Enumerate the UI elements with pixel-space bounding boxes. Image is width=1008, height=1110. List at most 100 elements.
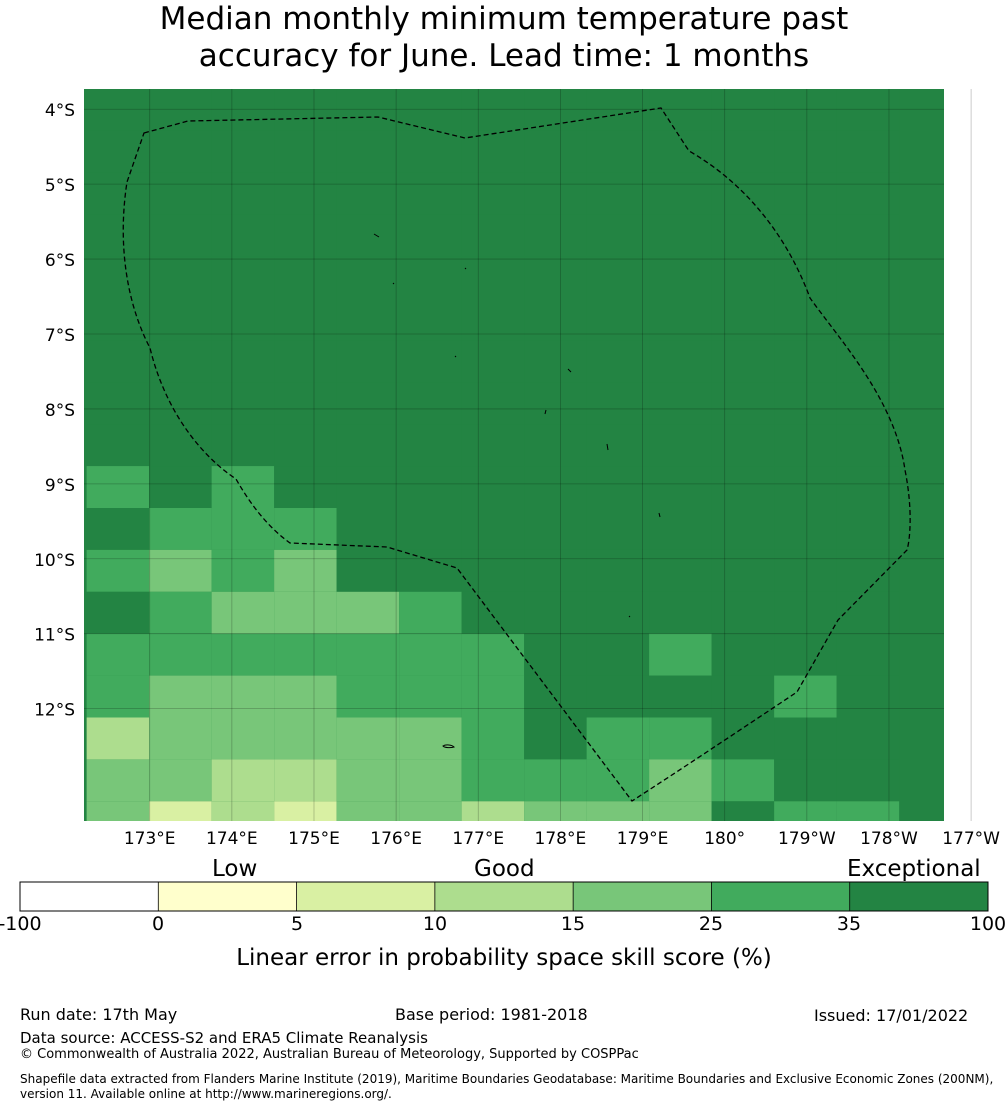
colorbar-tick-label: 25 [698, 913, 724, 935]
base-period: Base period: 1981-2018 [395, 1005, 588, 1024]
latitude-label: 10°S [34, 551, 75, 571]
skill-cell [211, 298, 275, 341]
skill-cell [274, 675, 337, 718]
latitude-label: 11°S [34, 626, 75, 646]
island-mark [567, 368, 572, 373]
skill-cell [274, 340, 337, 383]
skill-cell [836, 759, 900, 802]
skill-cell [274, 633, 337, 676]
longitude-labels: 173°E 174°E 175°E 176°E 177°E 178°E 179°E 180° 1… [124, 829, 1000, 849]
island-mark [454, 355, 457, 358]
skill-cell [836, 214, 900, 257]
skill-cell [274, 591, 337, 634]
skill-cell [774, 382, 837, 425]
skill-cell [711, 508, 775, 550]
colorbar-swatch [711, 882, 851, 911]
skill-cell [524, 172, 587, 215]
skill-cell [774, 130, 837, 173]
skill-cell [399, 214, 462, 257]
shapefile-credit-line-1: Shapefile data extracted from Flanders M… [20, 1072, 994, 1086]
skill-cell [461, 172, 525, 215]
skill-cell [86, 214, 150, 257]
skill-cell [149, 549, 212, 592]
skill-cell [586, 382, 650, 425]
copyright: © Commonwealth of Australia 2022, Austra… [20, 1047, 639, 1062]
latitude-label: 4°S [45, 101, 75, 121]
skill-cell [586, 89, 650, 131]
skill-cell [836, 298, 900, 341]
skill-cell [274, 214, 337, 257]
issued-date: Issued: 17/01/2022 [814, 1006, 969, 1025]
skill-cell [836, 340, 900, 383]
skill-cell [211, 256, 275, 299]
skill-cell [461, 256, 525, 299]
longitude-label: 177°E [452, 829, 504, 849]
skill-cell [836, 466, 900, 508]
skill-cell [524, 382, 587, 425]
skill-cell [524, 214, 587, 257]
skill-cell [711, 675, 775, 718]
skill-cell [524, 759, 587, 802]
skill-cell [399, 172, 462, 215]
skill-cell [774, 591, 837, 634]
skill-cell [524, 256, 587, 299]
skill-cell [711, 214, 775, 257]
skill-cell [836, 591, 900, 634]
colorbar-tick-label: 100 [969, 913, 1007, 935]
skill-cell [711, 172, 775, 215]
skill-cell [524, 717, 587, 760]
latitude-label: 12°S [34, 701, 75, 721]
skill-cell [274, 382, 337, 425]
skill-cell [336, 466, 400, 508]
skill-cell [86, 130, 150, 173]
skill-cell [836, 89, 900, 131]
latitude-labels: 4°S 5°S 6°S 7°S 8°S 9°S 10°S 11°S 12°S [34, 101, 75, 720]
skill-cell [336, 591, 400, 634]
shapefile-credit-line-2: version 11. Available online at http://w… [20, 1087, 392, 1101]
skill-cell [711, 633, 775, 676]
skill-cell [649, 382, 712, 425]
skill-cell [774, 214, 837, 257]
colorbar-swatch [296, 882, 436, 911]
skill-cell [461, 466, 525, 508]
skill-cell [586, 172, 650, 215]
skill-cell [461, 591, 525, 634]
skill-cell [211, 214, 275, 257]
longitude-label: 178°W [860, 829, 918, 849]
skill-cell [274, 717, 337, 760]
skill-cell [336, 424, 400, 467]
skill-cell [399, 675, 462, 718]
skill-cell [711, 717, 775, 760]
skill-cell [399, 298, 462, 341]
skill-cell [149, 172, 212, 215]
skill-cell [586, 591, 650, 634]
latitude-label: 8°S [45, 401, 75, 421]
skill-cell [649, 89, 712, 131]
skill-cell [399, 424, 462, 467]
colorbar-tick-label: 10 [422, 913, 448, 935]
skill-cell [774, 172, 837, 215]
colorbar-swatch [849, 882, 989, 911]
skill-cell [86, 298, 150, 341]
island-mark [628, 615, 631, 618]
longitude-label: 176°E [370, 829, 422, 849]
skill-cell [524, 801, 587, 821]
colorbar-tick-label: 35 [836, 913, 862, 935]
skill-cell [836, 256, 900, 299]
colorbar [19, 881, 989, 912]
longitude-label: 179°E [617, 829, 669, 849]
skill-cell [336, 508, 400, 550]
skill-cell [461, 759, 525, 802]
skill-cell [274, 424, 337, 467]
skill-cell [774, 675, 837, 718]
skill-cell [149, 298, 212, 341]
island-mark [658, 512, 661, 518]
skill-cell [649, 466, 712, 508]
skill-cell [774, 340, 837, 383]
skill-cell [774, 466, 837, 508]
skill-cell [336, 89, 400, 131]
longitude-label: 180° [704, 829, 745, 849]
skill-cell [86, 675, 150, 718]
skill-cell [336, 256, 400, 299]
longitude-label: 179°W [778, 829, 836, 849]
